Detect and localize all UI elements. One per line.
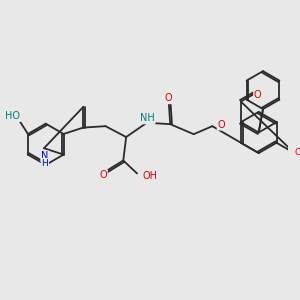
Text: N: N — [41, 151, 49, 161]
Text: H: H — [41, 159, 48, 168]
Text: O: O — [294, 148, 300, 157]
Text: O: O — [99, 170, 107, 180]
Text: OH: OH — [142, 171, 157, 181]
Text: HO: HO — [5, 111, 20, 121]
Text: O: O — [165, 93, 172, 103]
Text: O: O — [254, 90, 262, 100]
Text: O: O — [218, 120, 225, 130]
Text: NH: NH — [140, 113, 155, 123]
